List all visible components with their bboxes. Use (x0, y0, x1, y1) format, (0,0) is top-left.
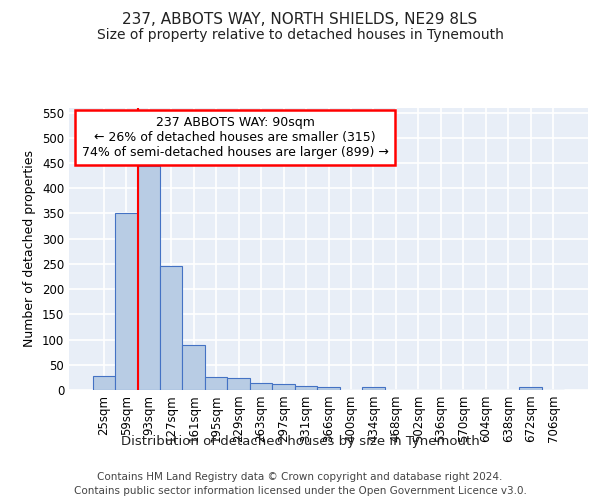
Bar (227, 378, 250, 390)
Bar (520, 387, 542, 390)
Text: 237, ABBOTS WAY, NORTH SHIELDS, NE29 8LS: 237, ABBOTS WAY, NORTH SHIELDS, NE29 8LS (122, 12, 478, 28)
Text: Contains HM Land Registry data © Crown copyright and database right 2024.: Contains HM Land Registry data © Crown c… (97, 472, 503, 482)
Bar (317, 387, 340, 390)
Y-axis label: Number of detached properties: Number of detached properties (23, 150, 37, 348)
Text: Distribution of detached houses by size in Tynemouth: Distribution of detached houses by size … (121, 435, 479, 448)
Bar (137, 166, 160, 390)
Text: 237 ABBOTS WAY: 90sqm
← 26% of detached houses are smaller (315)
74% of semi-det: 237 ABBOTS WAY: 90sqm ← 26% of detached … (82, 116, 389, 159)
Bar (362, 388, 385, 390)
Bar (182, 344, 205, 390)
Bar (115, 214, 137, 390)
Bar (295, 386, 317, 390)
Bar (272, 384, 295, 390)
Bar (160, 266, 182, 390)
Bar (205, 378, 227, 390)
Bar (250, 384, 272, 390)
Bar (92, 376, 115, 390)
Text: Contains public sector information licensed under the Open Government Licence v3: Contains public sector information licen… (74, 486, 526, 496)
Text: Size of property relative to detached houses in Tynemouth: Size of property relative to detached ho… (97, 28, 503, 42)
